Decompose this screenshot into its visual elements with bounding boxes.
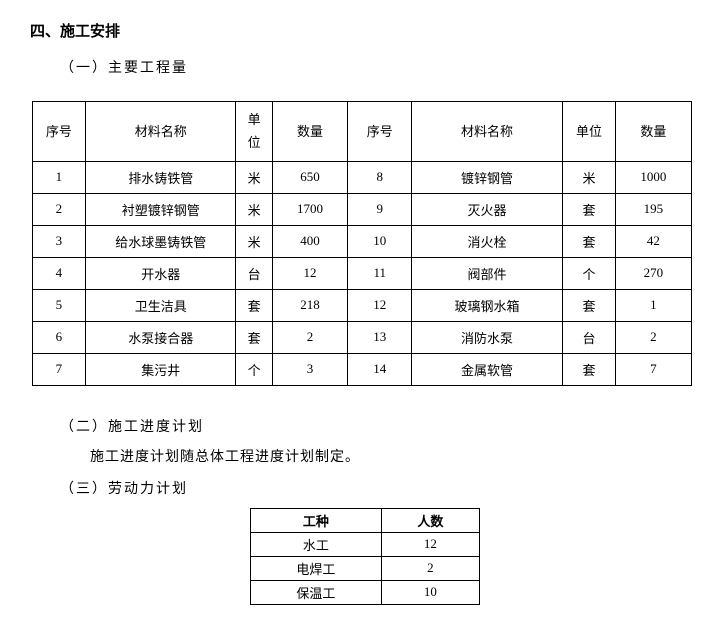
materials-table: 序号材料名称单位数量序号材料名称单位数量 1排水铸铁管米6508镀锌钢管米100… [32,101,692,386]
table-cell: 金属软管 [412,353,562,385]
table-cell: 套 [236,289,272,321]
subsection-2-title: （二）施工进度计划 [60,416,693,436]
table-header-cell: 单位 [562,102,616,162]
table-header-row: 工种人数 [251,508,480,532]
table-cell: 3 [272,353,347,385]
table-cell: 12 [272,257,347,289]
table-cell: 套 [562,225,616,257]
table-cell: 218 [272,289,347,321]
table-cell: 1 [32,161,86,193]
table-cell: 1000 [616,161,691,193]
table-cell: 套 [562,193,616,225]
subsection-1-title: （一）主要工程量 [60,57,693,77]
table-header-cell: 数量 [616,102,691,162]
table-cell: 套 [562,289,616,321]
table-cell: 镀锌钢管 [412,161,562,193]
table-cell: 卫生洁具 [86,289,236,321]
table-row: 保温工10 [251,580,480,604]
table-cell: 灭火器 [412,193,562,225]
table-cell: 10 [348,225,412,257]
table-header-cell: 材料名称 [412,102,562,162]
table-cell: 台 [236,257,272,289]
table-cell: 2 [272,321,347,353]
table-cell: 开水器 [86,257,236,289]
table-cell: 保温工 [251,580,382,604]
table-cell: 排水铸铁管 [86,161,236,193]
table-cell: 3 [32,225,86,257]
table-cell: 5 [32,289,86,321]
labor-table: 工种人数 水工12电焊工2保温工10 [250,508,480,605]
table-row: 4开水器台1211阀部件个270 [32,257,691,289]
table-cell: 套 [562,353,616,385]
table-cell: 阀部件 [412,257,562,289]
table-header-cell: 序号 [348,102,412,162]
table-cell: 12 [381,532,479,556]
table-cell: 消火栓 [412,225,562,257]
table-cell: 7 [616,353,691,385]
table-cell: 195 [616,193,691,225]
table-cell: 11 [348,257,412,289]
table-cell: 650 [272,161,347,193]
table-cell: 个 [236,353,272,385]
table-cell: 电焊工 [251,556,382,580]
table-cell: 水工 [251,532,382,556]
table-header-cell: 数量 [272,102,347,162]
table-row: 2衬塑镀锌钢管米17009灭火器套195 [32,193,691,225]
table-header-cell: 序号 [32,102,86,162]
table-cell: 7 [32,353,86,385]
table-row: 水工12 [251,532,480,556]
table-cell: 4 [32,257,86,289]
table-cell: 1 [616,289,691,321]
table-cell: 台 [562,321,616,353]
table-cell: 米 [562,161,616,193]
section-title: 四、施工安排 [30,20,693,41]
table-row: 6水泵接合器套213消防水泵台2 [32,321,691,353]
table-header-cell: 材料名称 [86,102,236,162]
table-cell: 2 [381,556,479,580]
table-row: 1排水铸铁管米6508镀锌钢管米1000 [32,161,691,193]
table-cell: 给水球墨铸铁管 [86,225,236,257]
table-cell: 400 [272,225,347,257]
table-cell: 消防水泵 [412,321,562,353]
table-cell: 6 [32,321,86,353]
table-cell: 套 [236,321,272,353]
table-row: 5卫生洁具套21812玻璃钢水箱套1 [32,289,691,321]
table-cell: 270 [616,257,691,289]
table-cell: 米 [236,161,272,193]
table-cell: 水泵接合器 [86,321,236,353]
table-cell: 42 [616,225,691,257]
table-cell: 玻璃钢水箱 [412,289,562,321]
table-row: 电焊工2 [251,556,480,580]
table-cell: 1700 [272,193,347,225]
table-cell: 米 [236,225,272,257]
table-row: 3给水球墨铸铁管米40010消火栓套42 [32,225,691,257]
table-cell: 9 [348,193,412,225]
subsection-3-title: （三）劳动力计划 [60,478,693,498]
table-cell: 2 [32,193,86,225]
table-cell: 13 [348,321,412,353]
table-cell: 集污井 [86,353,236,385]
table-cell: 14 [348,353,412,385]
table-cell: 米 [236,193,272,225]
table-row: 7集污井个314金属软管套7 [32,353,691,385]
table-cell: 8 [348,161,412,193]
table-cell: 衬塑镀锌钢管 [86,193,236,225]
table-header-cell: 人数 [381,508,479,532]
table-header-cell: 单位 [236,102,272,162]
table-cell: 个 [562,257,616,289]
table-cell: 12 [348,289,412,321]
table-header-cell: 工种 [251,508,382,532]
table-cell: 2 [616,321,691,353]
subsection-2-text: 施工进度计划随总体工程进度计划制定。 [90,446,693,466]
table-cell: 10 [381,580,479,604]
table-header-row: 序号材料名称单位数量序号材料名称单位数量 [32,102,691,162]
